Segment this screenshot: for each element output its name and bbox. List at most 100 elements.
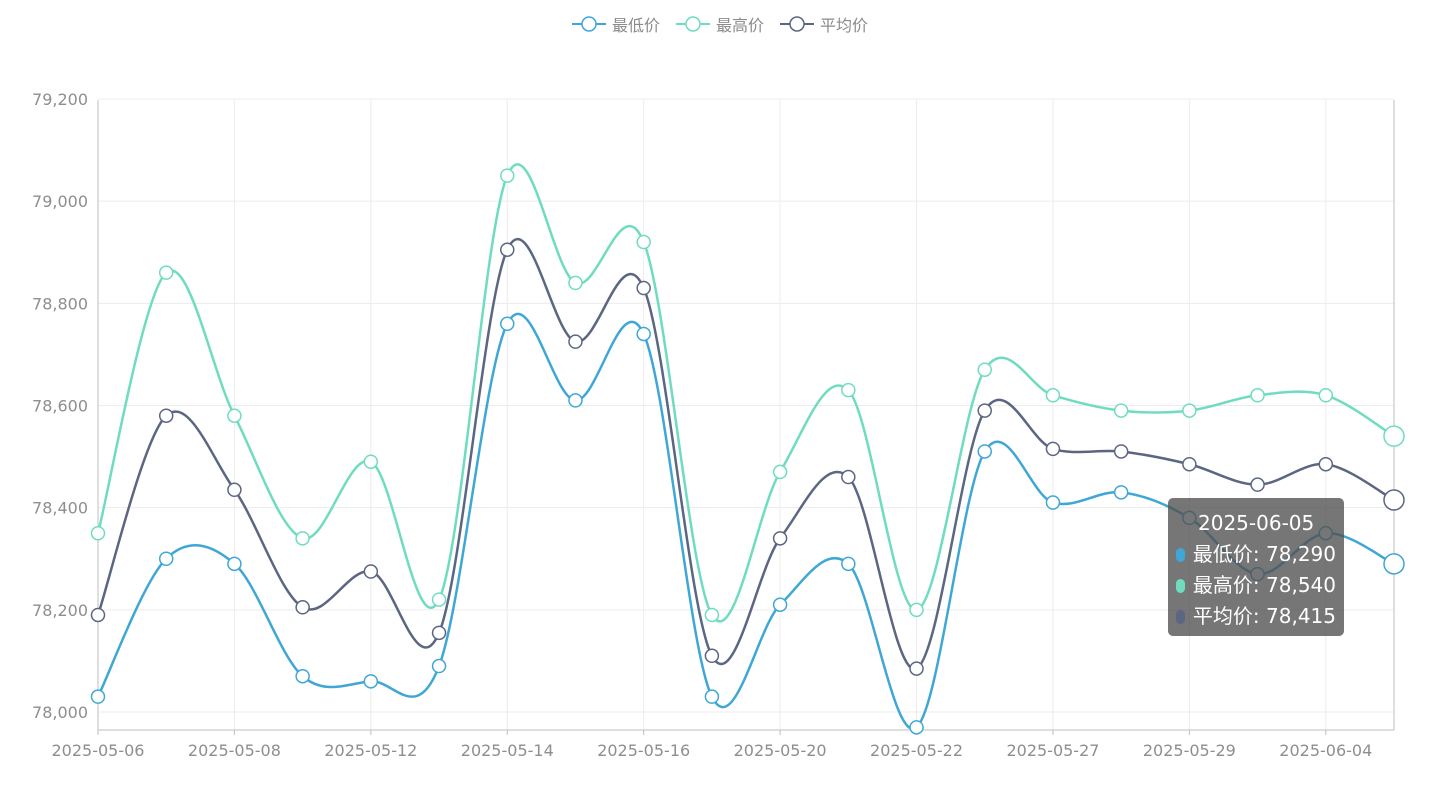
x-tick-label: 2025-05-14 (461, 741, 554, 760)
data-point-0 (568, 393, 583, 408)
x-tick-label: 2025-05-06 (52, 741, 145, 760)
y-tick-label: 78,000 (32, 703, 88, 722)
y-tick-label: 78,400 (32, 499, 88, 518)
tooltip-dot-avg (1176, 609, 1185, 624)
data-point-1 (704, 607, 720, 623)
data-point-1 (1250, 388, 1265, 403)
x-tick-label: 2025-05-08 (188, 741, 281, 760)
data-point-2 (90, 607, 106, 623)
data-point-0 (295, 668, 310, 684)
data-point-2 (363, 564, 379, 579)
data-point-1 (227, 408, 242, 423)
data-point-0 (500, 316, 515, 332)
data-point-0 (1045, 495, 1061, 510)
y-tick-label: 79,000 (32, 192, 88, 211)
grid-layer (97, 98, 1394, 730)
data-point-1 (636, 234, 651, 250)
y-tick-label: 78,800 (32, 294, 88, 313)
data-point-2 (1113, 444, 1129, 459)
data-point-1 (1113, 403, 1129, 418)
data-point-1 (295, 531, 310, 546)
data-point-0 (1383, 553, 1405, 575)
data-point-1 (1182, 403, 1197, 418)
data-point-1 (363, 454, 379, 469)
legend-label-max: 最高价 (715, 16, 764, 35)
tooltip-value-avg: 平均价: 78,415 (1192, 604, 1336, 628)
axis-layer: 78,000 78,200 78,400 78,600 78,800 79,000 79,2… (32, 90, 1395, 760)
data-point-0 (158, 551, 174, 566)
tooltip-date: 2025-06-05 (1198, 511, 1315, 535)
legend-swatch-max-icon (675, 16, 710, 32)
tooltip-row-avg: 平均价: 78,415 (1176, 601, 1336, 632)
legend-item-min[interactable]: 最低价 (570, 12, 660, 36)
data-point-2 (227, 482, 242, 498)
data-point-2 (1045, 441, 1061, 457)
data-point-1 (772, 464, 788, 480)
tooltip-dot-max (1176, 578, 1185, 593)
legend-swatch-min-icon (571, 16, 606, 32)
data-point-1 (1318, 388, 1334, 403)
y-tick-label: 78,600 (32, 397, 88, 416)
data-point-2 (568, 334, 583, 349)
legend-label-min: 最低价 (611, 16, 660, 35)
data-point-1 (1045, 388, 1061, 403)
data-point-0 (1113, 485, 1129, 500)
data-point-0 (227, 556, 242, 572)
data-point-1 (1383, 425, 1405, 447)
data-point-0 (90, 689, 106, 704)
data-point-2 (1182, 456, 1197, 472)
data-point-2 (500, 242, 515, 257)
data-point-0 (772, 597, 788, 612)
data-point-1 (841, 382, 856, 398)
data-point-2 (909, 661, 924, 676)
data-point-2 (704, 648, 720, 664)
data-point-1 (568, 275, 583, 291)
y-tick-label: 78,200 (32, 601, 88, 620)
legend-label-avg: 平均价 (820, 16, 869, 35)
data-point-0 (431, 658, 447, 674)
data-point-0 (704, 689, 720, 704)
data-point-0 (977, 444, 992, 459)
data-point-1 (90, 525, 106, 541)
legend-item-max[interactable]: 最高价 (674, 12, 764, 36)
data-point-2 (295, 600, 310, 615)
data-point-2 (1250, 477, 1265, 492)
legend-item-avg[interactable]: 平均价 (778, 12, 868, 36)
data-point-0 (636, 326, 651, 342)
x-tick-label: 2025-05-12 (324, 741, 417, 760)
data-point-2 (772, 531, 788, 546)
x-tick-label: 2025-05-22 (870, 741, 963, 760)
data-point-0 (841, 556, 856, 572)
x-tick-label: 2025-05-20 (734, 741, 827, 760)
x-tick-label: 2025-05-29 (1143, 741, 1236, 760)
data-point-2 (636, 280, 651, 296)
legend: 最低价 最高价 平均价 (0, 12, 1438, 36)
tooltip-row-min: 最低价: 78,290 (1176, 539, 1336, 570)
data-point-1 (909, 602, 924, 618)
x-tick-label: 2025-05-27 (1006, 741, 1099, 760)
x-tick-label: 2025-05-16 (597, 741, 690, 760)
data-point-1 (431, 592, 447, 607)
legend-swatch-avg-icon (780, 16, 814, 32)
data-point-0 (363, 674, 379, 689)
series-layer (90, 163, 1405, 735)
data-point-2 (158, 408, 174, 423)
y-tick-label: 79,200 (32, 90, 88, 109)
data-point-2 (1318, 456, 1334, 472)
tooltip-row-max: 最高价: 78,540 (1176, 570, 1336, 601)
x-tick-label: 2025-06-04 (1279, 741, 1372, 760)
data-point-2 (977, 403, 992, 418)
tooltip-value-max: 最高价: 78,540 (1192, 573, 1336, 597)
data-point-1 (500, 168, 515, 183)
tooltip-dot-min (1176, 547, 1185, 562)
tooltip: 2025-06-05 最低价: 78,290 最高价: 78,540 平均价: … (1168, 498, 1344, 636)
data-point-2 (841, 469, 856, 485)
data-point-1 (158, 265, 174, 280)
tooltip-value-min: 最低价: 78,290 (1192, 542, 1336, 566)
data-point-0 (909, 720, 924, 735)
data-point-1 (977, 362, 992, 377)
data-point-2 (431, 625, 447, 641)
data-point-2 (1383, 489, 1405, 511)
